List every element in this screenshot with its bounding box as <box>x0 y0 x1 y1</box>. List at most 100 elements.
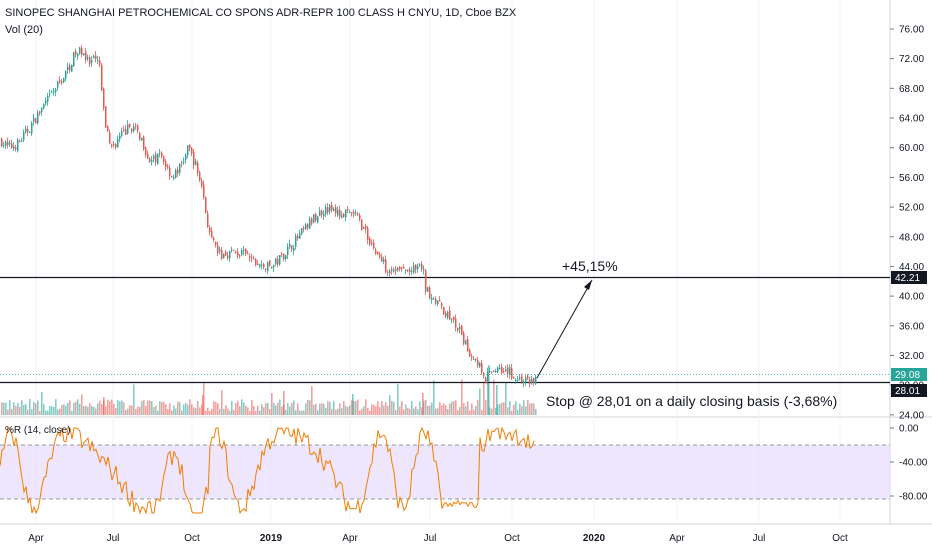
candle-body <box>391 269 393 271</box>
price-tick-label: 56.00 <box>899 173 924 184</box>
candle-body <box>353 211 355 215</box>
volume-bar <box>53 406 55 415</box>
volume-bar <box>47 410 49 415</box>
candle-body <box>405 269 407 271</box>
candle-body <box>473 358 475 360</box>
candle-body <box>223 253 225 258</box>
volume-bar <box>361 408 363 415</box>
time-axis-ticks: Apr Jul Oct 2019 Apr Jul Oct 2020 Apr Jul Oct <box>28 533 848 544</box>
volume-bar <box>243 402 245 415</box>
volume-bar <box>437 408 439 415</box>
volume-bar <box>503 402 505 415</box>
candle-body <box>141 137 143 141</box>
candle-body <box>309 218 311 229</box>
candle-body <box>101 64 103 91</box>
candle-body <box>131 128 133 132</box>
volume-bar <box>405 404 407 415</box>
candle-body <box>323 213 325 217</box>
candle-body <box>469 350 471 357</box>
candle-body <box>31 123 33 134</box>
volume-bar <box>155 405 157 415</box>
volume-bar <box>427 405 429 415</box>
candle-body <box>341 215 343 218</box>
candle-body <box>183 161 185 163</box>
price-tick-label: 76.00 <box>899 25 924 36</box>
volume-bar <box>71 410 73 415</box>
price-axis-ticks: 76.00 72.00 68.00 64.00 60.00 56.00 52.00 48.00… <box>890 25 924 421</box>
volume-bar <box>499 403 501 415</box>
candle-body <box>125 129 127 135</box>
candle-body <box>151 159 153 162</box>
volume-bar <box>61 404 63 415</box>
candle-body <box>247 253 249 255</box>
volume-bar <box>203 383 205 415</box>
volume-bar <box>209 410 211 415</box>
volume-bar <box>69 400 71 415</box>
stop-badge <box>891 384 927 397</box>
candle-body <box>55 89 57 92</box>
volume-bar <box>11 409 13 415</box>
candle-body <box>459 326 461 330</box>
time-tick-label: Oct <box>832 533 848 544</box>
candle-body <box>137 125 139 131</box>
price-tick-label: 36.00 <box>899 321 924 332</box>
volume-bar <box>453 401 455 415</box>
resistance-badge <box>891 271 927 284</box>
volume-bar <box>391 401 393 415</box>
candle-body <box>61 81 63 83</box>
candle-body <box>495 370 497 373</box>
candle-body <box>379 254 381 257</box>
candle-body <box>57 81 59 88</box>
candle-body <box>181 162 183 164</box>
volume-bar <box>83 406 85 415</box>
candle-body <box>147 153 149 159</box>
volume-bar <box>257 405 259 415</box>
candle-body <box>51 91 53 93</box>
volume-bar <box>149 400 151 415</box>
candle-body <box>175 169 177 179</box>
volume-bar <box>161 401 163 415</box>
volume-bar <box>45 410 47 415</box>
candle-body <box>465 339 467 345</box>
candle-body <box>369 238 371 245</box>
volume-bar <box>105 406 107 415</box>
volume-bar <box>439 402 441 415</box>
candle-body <box>457 327 459 331</box>
volume-bar <box>111 399 113 415</box>
candle-body <box>499 367 501 370</box>
candle-body <box>27 129 29 133</box>
volume-bar <box>177 401 179 415</box>
candle-body <box>335 207 337 214</box>
volume-bar <box>169 403 171 415</box>
stop-annotation[interactable]: Stop @ 28,01 on a daily closing basis (-… <box>546 393 838 409</box>
gain-annotation[interactable]: +45,15% <box>562 258 618 274</box>
candle-body <box>49 93 51 95</box>
candle-body <box>493 370 495 372</box>
candle-body <box>329 205 331 212</box>
candle-body <box>145 147 147 155</box>
volume-bar <box>159 401 161 415</box>
candle-body <box>311 218 313 224</box>
volume-bar <box>119 401 121 415</box>
volume-bar <box>399 406 401 415</box>
volume-bar <box>29 399 31 415</box>
candle-body <box>221 249 223 259</box>
candle-body <box>89 57 91 64</box>
volume-bar <box>97 403 99 415</box>
time-gridlines <box>35 0 841 524</box>
candle-body <box>213 237 215 240</box>
volume-bar <box>409 408 411 415</box>
price-tick-label: 32.00 <box>899 351 924 362</box>
projection-line[interactable] <box>536 279 593 379</box>
volume-bar <box>325 407 327 415</box>
candle-body <box>231 249 233 251</box>
candle-body <box>279 254 281 265</box>
candle-body <box>115 143 117 148</box>
candle-body <box>331 204 333 210</box>
time-tick-label: Jul <box>753 533 766 544</box>
candle-body <box>313 214 315 223</box>
candle-body <box>285 255 287 260</box>
volume-bar <box>475 405 477 415</box>
volume-bar <box>75 401 77 415</box>
